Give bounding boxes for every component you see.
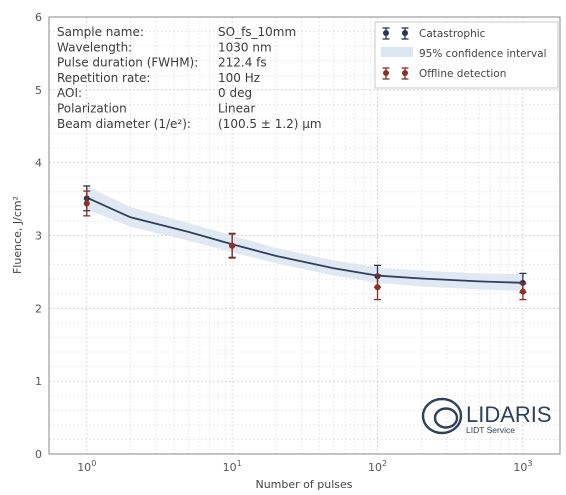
x-tick-label: 103 [513,459,532,474]
y-tick-label: 4 [35,157,42,170]
logo-name: LIDARIS [466,402,552,427]
info-value: 0 deg [218,86,252,100]
info-label: Polarization [57,102,127,116]
legend-label-confidence: 95% confidence interval [419,48,547,60]
lidaris-logo: LIDARIS LIDT Service [421,397,552,435]
offline-detection-point [519,282,527,301]
info-value: 100 Hz [218,71,260,85]
info-label: Sample name: [57,25,144,39]
x-axis-label: Number of pulses [255,478,352,491]
legend-marker-right [401,67,409,80]
y-tick-label: 5 [35,84,42,97]
offline-detection-point [228,232,236,259]
logo-tagline: LIDT Service [466,425,515,435]
info-value: 212.4 fs [218,56,267,70]
plot-frame [48,16,561,455]
offline-detection-point [374,274,382,301]
legend-marker-offline [382,67,409,80]
y-tick-label: 6 [35,11,42,24]
x-tick-label: 100 [77,459,96,474]
info-label: Pulse duration (FWHM): [57,56,198,70]
legend-marker-catastrophic [382,27,409,40]
legend-label-catastrophic: Catastrophic [419,28,486,40]
info-value: (100.5 ± 1.2) μm [218,117,322,131]
confidence-band [86,186,523,291]
y-tick-label: 3 [35,230,42,243]
y-tick-label: 2 [35,302,42,315]
offline-detection-point [83,190,91,217]
info-label: Wavelength: [57,40,132,54]
info-box: Sample name: SO_fs_10mm Wavelength: 1030 nm… [57,25,322,131]
fit-line [86,196,523,284]
legend-label-offline: Offline detection [419,68,506,80]
y-tick-label: 0 [35,448,42,461]
x-tick-label: 101 [223,459,242,474]
info-label: AOI: [57,86,82,100]
legend-marker-left [382,27,390,40]
lidaris-logo-icon [421,397,463,435]
info-value: SO_fs_10mm [218,25,296,39]
series-markers [83,185,527,301]
info-label: Repetition rate: [57,71,150,85]
info-label: Beam diameter (1/e²): [57,117,191,131]
legend-marker-right [401,27,409,40]
y-tick-label: 1 [35,375,42,388]
legend-band-swatch [381,47,413,57]
y-tick-labels: 0 1 2 3 4 5 6 [35,11,42,461]
y-axis-label: Fluence, J/cm² [11,196,24,274]
legend-marker-left [382,67,390,80]
x-tick-labels: 100 101 102 103 [77,459,532,474]
x-tick-label: 102 [368,459,387,474]
legend: Catastrophic 95% confidence interval Off… [374,21,559,89]
info-value: 1030 nm [218,40,272,54]
info-value: Linear [218,102,255,116]
